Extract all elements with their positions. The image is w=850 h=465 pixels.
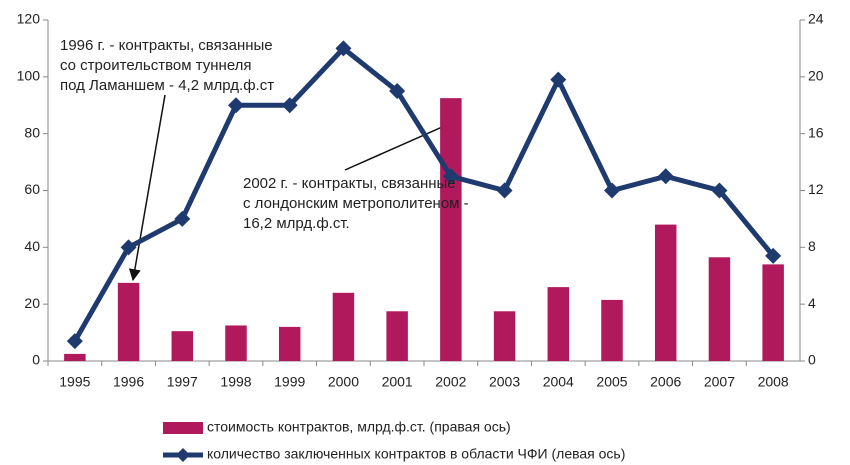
x-tick-label: 2001 [382, 374, 413, 390]
point [174, 210, 191, 227]
bar [386, 311, 408, 361]
y-tick-label: 80 [24, 124, 40, 140]
annotation-arrow [128, 94, 166, 282]
x-tick-label: 2007 [704, 374, 735, 390]
point [281, 97, 298, 114]
point [550, 71, 567, 88]
x-tick-label: 1998 [220, 374, 251, 390]
bar [64, 353, 86, 361]
x-tick-label: 1996 [113, 374, 144, 390]
y-tick-label: 20 [24, 295, 40, 311]
annotation: под Ламаншем - 4,2 млрд.ф.ст [60, 77, 274, 94]
bar [332, 292, 355, 361]
y-tick-label: 60 [24, 181, 40, 197]
bar [762, 264, 784, 361]
point [604, 182, 620, 199]
point [657, 168, 674, 185]
y2-tick-label: 4 [808, 295, 816, 311]
bar [654, 224, 677, 361]
legend-label: количество заключенных контрактов в обла… [207, 446, 625, 462]
x-tick-label: 1997 [167, 374, 198, 390]
y-tick-label: 40 [24, 238, 40, 254]
annotation-arrow [344, 118, 460, 171]
x-tick-label: 2000 [328, 374, 359, 390]
point [711, 182, 728, 199]
y-tick-label: 120 [17, 11, 41, 27]
bar [225, 325, 247, 361]
bar [171, 331, 194, 361]
y-tick-label: 0 [32, 352, 40, 368]
y2-tick-label: 12 [808, 181, 824, 197]
y2-tick-label: 8 [808, 238, 816, 254]
point [496, 182, 513, 199]
bar [547, 287, 570, 361]
bar [493, 311, 516, 361]
y2-tick-label: 24 [808, 11, 824, 27]
point [228, 97, 244, 114]
x-tick-label: 2002 [435, 374, 466, 390]
point [335, 40, 352, 57]
y-tick-label: 100 [17, 68, 41, 84]
bar [601, 299, 623, 361]
legend-label: стоимость контрактов, млрд.ф.ст. (правая… [207, 419, 511, 435]
x-tick-label: 2005 [596, 374, 627, 390]
legend-swatch [163, 422, 203, 434]
x-tick-label: 1999 [274, 374, 305, 390]
bar [440, 98, 462, 361]
point [66, 333, 83, 350]
bar [708, 257, 731, 361]
legend-swatch [176, 448, 190, 462]
y2-tick-label: 0 [808, 352, 816, 368]
x-tick-label: 2004 [543, 374, 574, 390]
point [120, 239, 137, 256]
x-tick-label: 2008 [758, 374, 789, 390]
annotation: 2002 г. - контракты, связанные [243, 175, 456, 192]
x-tick-label: 2006 [650, 374, 681, 390]
x-tick-label: 2003 [489, 374, 520, 390]
annotation: со строительством туннеля [60, 57, 252, 74]
annotation: 16,2 млрд.ф.ст. [243, 215, 350, 232]
y2-tick-label: 20 [808, 68, 824, 84]
annotation: 1996 г. - контракты, связанные [60, 37, 273, 54]
point [389, 83, 406, 100]
bar [117, 282, 140, 361]
point [765, 247, 782, 264]
x-tick-label: 1995 [59, 374, 90, 390]
bar [278, 326, 301, 361]
point [442, 168, 459, 185]
annotation: с лондонским метрополитеном - [243, 195, 469, 212]
line [72, 45, 776, 343]
y2-tick-label: 16 [808, 124, 824, 140]
